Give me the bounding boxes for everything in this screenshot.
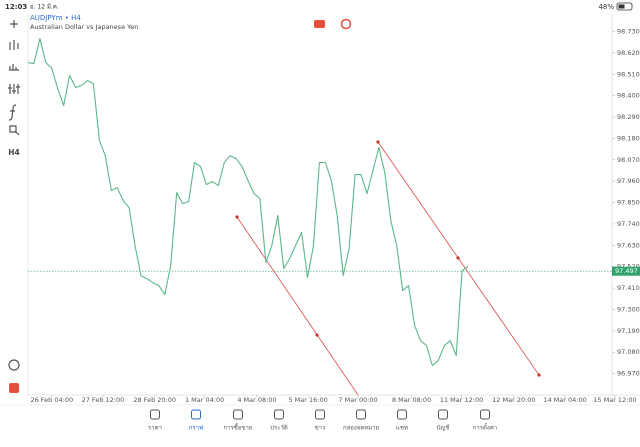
x-tick-label: 27 Feb 12:00: [82, 396, 125, 404]
y-tick-label: 97.410: [617, 284, 640, 292]
trade-tool[interactable]: [9, 383, 19, 393]
x-tick-label: 1 Mar 04:00: [185, 396, 224, 404]
y-tick-label: 98.290: [617, 113, 640, 121]
tab-item[interactable]: ข่าว: [315, 409, 326, 432]
tab-icon: [191, 409, 201, 420]
x-tick-label: 5 Mar 16:00: [288, 396, 327, 404]
settings-tool[interactable]: [8, 84, 20, 94]
tab-icon: [397, 409, 407, 420]
tab-bar: ราคา กราฟ การซื้อขาย ประวัติ ข่าว กล่องจดหมาย…: [0, 404, 640, 432]
y-tick-label: 98.070: [617, 156, 640, 164]
y-tick-label: 96.970: [617, 370, 640, 378]
battery-level: [618, 4, 625, 9]
x-tick-label: 12 Mar 20:00: [492, 396, 535, 404]
trend-lines: [235, 140, 541, 396]
x-tick-label: 14 Mar 04:00: [543, 396, 586, 404]
sell-button[interactable]: [314, 20, 325, 28]
tab-label: แชท: [396, 425, 408, 432]
tab-label: บัญชี: [437, 424, 450, 432]
tab-item[interactable]: กล่องจดหมาย: [343, 409, 379, 432]
tab-icon: [480, 409, 490, 420]
tab-item[interactable]: แชท: [396, 409, 408, 432]
y-tick-label: 98.730: [617, 27, 640, 35]
tab-icon: [274, 409, 284, 420]
chart-title: AUDJPYm • H4: [30, 14, 81, 22]
y-tick-label: 97.740: [617, 220, 640, 228]
tab-item[interactable]: บัญชี: [437, 409, 450, 432]
tab-item[interactable]: ประวัติ: [270, 409, 288, 432]
trend-point[interactable]: [235, 215, 239, 219]
tab-label: การตั้งค่า: [473, 422, 497, 432]
chart-subtitle: Australian Dollar vs Japanese Yen: [30, 23, 138, 31]
tab-label: ข่าว: [315, 425, 326, 432]
x-tick-label: 28 Feb 20:00: [133, 396, 176, 404]
trend-point[interactable]: [315, 333, 319, 337]
y-tick-label: 97.850: [617, 199, 640, 207]
x-tick-label: 4 Mar 08:00: [237, 396, 276, 404]
tab-label: ประวัติ: [270, 425, 288, 432]
tab-icon: [233, 409, 243, 420]
tab-item[interactable]: การตั้งค่า: [473, 409, 497, 432]
tab-item[interactable]: การซื้อขาย: [224, 409, 253, 432]
y-tick-label: 97.190: [617, 327, 640, 335]
trend-line[interactable]: [236, 216, 359, 396]
one-click-button[interactable]: [340, 18, 352, 30]
tab-icon: [356, 409, 366, 420]
status-date: อ. 12 มี.ค.: [30, 3, 59, 11]
y-tick-label: 97.960: [617, 177, 640, 185]
y-tick-label: 98.180: [617, 134, 640, 142]
battery-text: 48%: [598, 3, 614, 11]
tab-icon: [150, 409, 160, 420]
tab-label: การซื้อขาย: [224, 422, 253, 432]
timeframe-button[interactable]: H4: [8, 148, 20, 157]
tab-item[interactable]: กราฟ: [189, 409, 203, 432]
x-tick-label: 15 Mar 12:00: [593, 396, 636, 404]
y-tick-label: 97.630: [617, 241, 640, 249]
x-tick-label: 7 Mar 00:00: [338, 396, 377, 404]
trend-point[interactable]: [376, 140, 380, 144]
price-line: [27, 37, 469, 367]
left-toolbar: H4: [8, 20, 20, 393]
trend-point[interactable]: [456, 256, 460, 260]
tab-label: ราคา: [148, 425, 162, 432]
x-tick-label: 26 Feb 04:00: [30, 396, 73, 404]
tab-label: กล่องจดหมาย: [343, 425, 379, 432]
x-tick-label: 11 Mar 12:00: [440, 396, 483, 404]
y-tick-label: 98.510: [617, 70, 640, 78]
y-tick-label: 98.620: [617, 49, 640, 57]
indicator-tool[interactable]: [9, 64, 19, 71]
battery-icon: [616, 2, 633, 11]
objects-tool[interactable]: [9, 125, 20, 136]
function-tool[interactable]: [8, 104, 17, 121]
tab-icon: [315, 409, 325, 420]
y-tick-label: 97.080: [617, 348, 640, 356]
tab-label: กราฟ: [189, 425, 203, 432]
trend-point[interactable]: [537, 373, 541, 377]
tab-icon: [438, 409, 448, 420]
status-time: 12:03: [5, 3, 27, 11]
chart-search-tool[interactable]: [8, 359, 20, 371]
crosshair-tool[interactable]: [10, 20, 18, 28]
current-price-box: [612, 266, 640, 276]
y-tick-label: 98.400: [617, 92, 640, 100]
y-tick-label: 97.300: [617, 305, 640, 313]
current-price-label: 97.497: [615, 267, 638, 275]
x-tick-label: 8 Mar 08:00: [392, 396, 431, 404]
chart-type-tool[interactable]: [9, 40, 19, 50]
tab-item[interactable]: ราคา: [148, 409, 162, 432]
